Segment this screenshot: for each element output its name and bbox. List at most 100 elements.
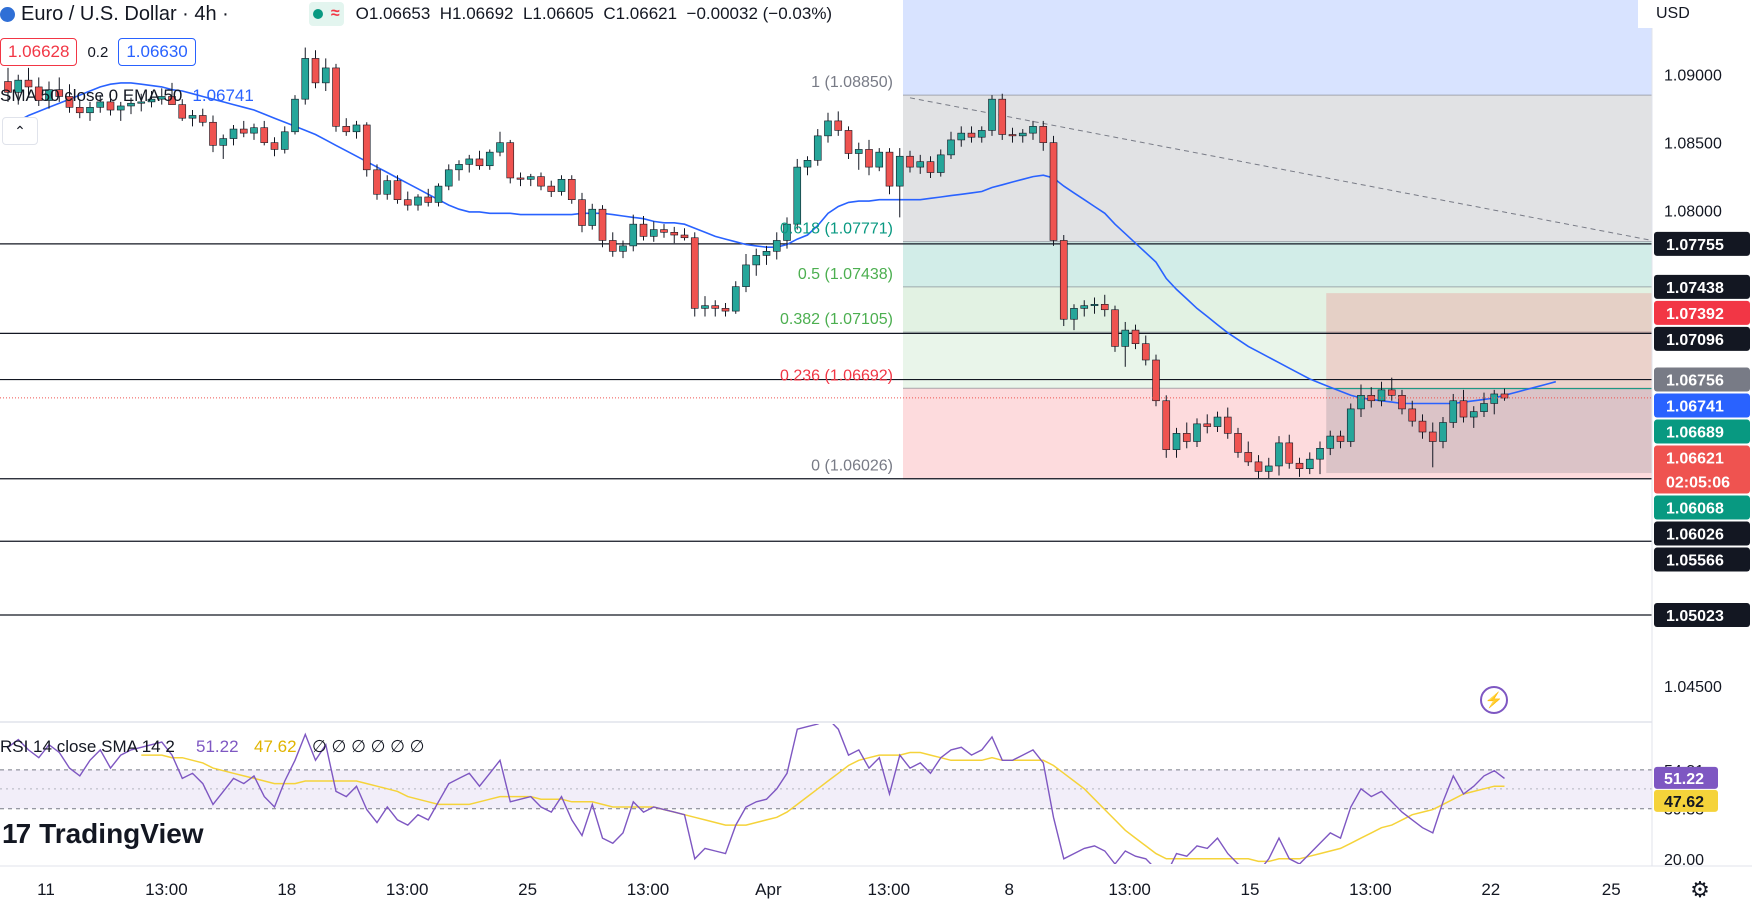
candle-bearish <box>865 149 873 168</box>
candle-bullish <box>629 223 638 247</box>
change-percent: (−0.03%) <box>762 4 833 23</box>
rsi-legend-extra: ∅ ∅ ∅ ∅ ∅ ∅ <box>312 737 424 756</box>
candle-bearish <box>547 185 556 192</box>
candle-bearish <box>506 142 515 179</box>
market-status-badge[interactable]: ≈ <box>308 2 344 26</box>
position-stop-zone <box>1326 293 1652 389</box>
candle-bullish <box>321 67 330 84</box>
ema-50-line <box>7 82 1557 405</box>
candle-bearish <box>1111 309 1119 347</box>
candle-bullish <box>1490 393 1499 404</box>
fib-zone-top <box>903 0 1652 96</box>
price-tag-bg <box>1654 419 1750 444</box>
price-tag-label: 1.05566 <box>1666 553 1724 570</box>
rsi-legend-title: RSI 14 close SMA 14 2 <box>0 737 175 756</box>
settings-gear-icon[interactable]: ⚙ <box>1690 877 1710 902</box>
candle-bullish <box>1090 304 1099 306</box>
indicator-value: 1.06741 <box>192 86 254 105</box>
candle-bullish <box>465 158 474 165</box>
candle-bullish <box>526 176 535 180</box>
price-tag-bg <box>1654 274 1750 299</box>
candle-bullish <box>557 179 566 192</box>
low-value: 1.06605 <box>532 4 594 23</box>
candle-bullish <box>444 169 453 187</box>
collapse-legend-button[interactable]: ⌃ <box>2 117 38 145</box>
candle-bearish <box>1141 343 1150 361</box>
time-tick-label: 13:00 <box>1349 880 1392 899</box>
time-tick-label: 8 <box>1004 880 1013 899</box>
high-label: H <box>439 4 453 23</box>
price-axis: 1.090001.085001.080001.0450054.3139.3320… <box>1651 0 1752 869</box>
candle-bearish <box>537 176 545 187</box>
price-tag-label: 1.07438 <box>1666 280 1724 297</box>
candle-bullish <box>352 124 361 133</box>
candle-bearish <box>270 142 279 150</box>
candle-bullish <box>1018 132 1027 137</box>
candle-bullish <box>250 127 258 134</box>
candle-bearish <box>168 96 176 105</box>
wave-icon: ≈ <box>330 5 340 22</box>
candle-bearish <box>1234 433 1242 453</box>
candle-bearish <box>260 127 269 143</box>
candle-bearish <box>926 161 935 173</box>
candle-bullish <box>742 264 750 287</box>
sell-button[interactable]: 1.06628 <box>0 38 78 66</box>
candle-bearish <box>1162 400 1171 450</box>
candle-bearish <box>680 234 689 239</box>
candle-bullish <box>588 208 597 226</box>
candle-bullish <box>649 229 658 237</box>
candle-bearish <box>1500 393 1509 399</box>
candle-bullish <box>1264 465 1273 472</box>
candle-bullish <box>916 161 925 168</box>
candle-bullish <box>772 240 781 252</box>
rsi-tick-label: 20.00 <box>1664 852 1704 869</box>
price-tag-label: 1.05023 <box>1666 608 1724 625</box>
candle-bearish <box>65 96 74 108</box>
price-tag: 1.07392 <box>1654 300 1750 325</box>
candle-bearish <box>403 199 412 206</box>
candle-bearish <box>1398 395 1406 410</box>
candle-bullish <box>854 149 863 154</box>
tradingview-logo[interactable]: 17 TradingView <box>2 818 204 850</box>
candle-bearish <box>393 180 402 200</box>
time-tick-label: 13:00 <box>1108 880 1151 899</box>
rsi-sma-line <box>141 751 1505 863</box>
fib-zone-1 <box>903 241 1652 287</box>
price-tag: 1.07755 <box>1654 231 1750 256</box>
candle-bullish <box>813 135 822 161</box>
candle-bullish <box>977 130 986 138</box>
price-tag-bg <box>1654 495 1750 520</box>
candle-bullish <box>1275 442 1283 467</box>
candle-bearish <box>1336 435 1345 442</box>
rsi-pane <box>0 724 1652 864</box>
price-tag-bg <box>1654 231 1750 256</box>
indicator-legend[interactable]: SMA 50 close 0 EMA 50 1.06741 <box>0 86 254 106</box>
candle-bullish <box>496 142 504 153</box>
candle-bearish <box>1254 461 1263 472</box>
live-dot-icon <box>312 9 323 19</box>
candle-bearish <box>1152 359 1160 402</box>
fib-zone-3 <box>903 332 1652 389</box>
time-tick-label: 22 <box>1481 880 1500 899</box>
rsi-band-fill <box>0 769 1652 809</box>
buy-button[interactable]: 1.06630 <box>118 38 196 66</box>
lightning-icon[interactable]: ⚡ <box>1480 686 1508 714</box>
candle-bearish <box>721 308 730 312</box>
candle-bearish <box>239 128 248 134</box>
price-tag: 1.06689 <box>1654 419 1750 444</box>
candle-bullish <box>14 79 23 93</box>
candle-bearish <box>178 104 187 119</box>
price-tag: 1.06621 02:05:06 <box>1654 445 1750 494</box>
candle-bearish <box>342 126 351 133</box>
candle-bearish <box>598 208 607 241</box>
candle-bullish <box>434 185 443 203</box>
currency-selector[interactable]: USD <box>1638 0 1752 28</box>
candle-bullish <box>1193 423 1201 442</box>
candle-bullish <box>762 251 771 256</box>
candle-bearish <box>1059 240 1068 320</box>
chevron-up-icon: ⌃ <box>14 122 26 139</box>
candle-bearish <box>198 115 207 123</box>
symbol-title[interactable]: Euro / U.S. Dollar · 4h · <box>21 2 229 25</box>
candle-bullish <box>1029 126 1037 134</box>
